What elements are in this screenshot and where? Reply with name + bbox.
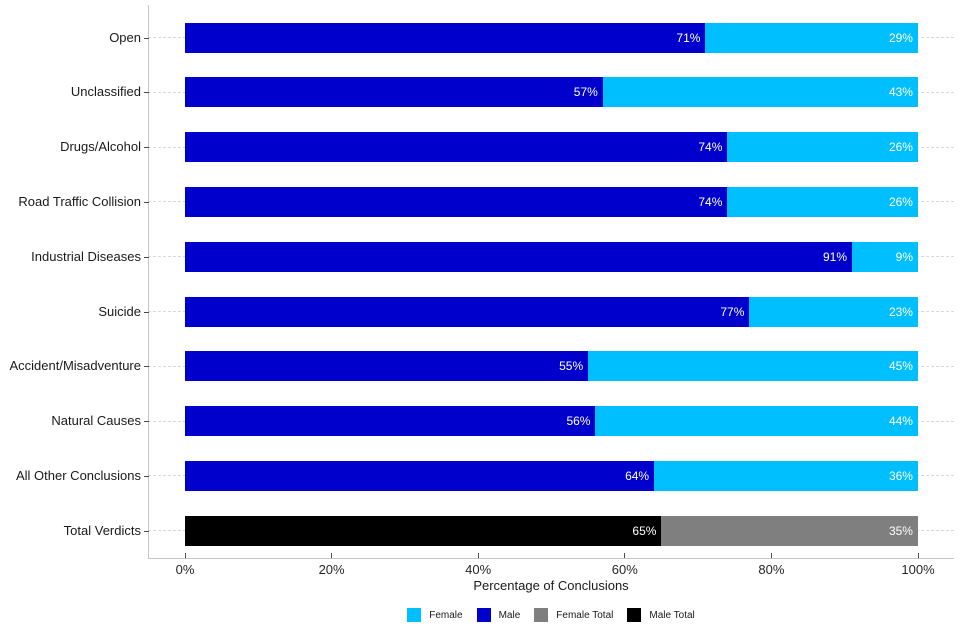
female-value-label: 43% <box>888 85 913 100</box>
legend-label: Male <box>498 609 521 621</box>
female-segment: 26% <box>727 132 918 163</box>
y-tick <box>144 530 149 532</box>
bar-row: 74% 26% <box>185 186 918 217</box>
x-tick <box>184 553 186 558</box>
x-tick-label: 60% <box>611 562 638 577</box>
bar-row: 91% 9% <box>185 241 918 272</box>
female-total-segment: 35% <box>661 515 918 546</box>
legend-item: Male <box>476 608 521 622</box>
y-tick <box>144 147 149 149</box>
female-segment: 29% <box>705 22 918 53</box>
bar-row: 55% 45% <box>185 351 918 382</box>
y-axis-line <box>148 5 149 558</box>
bar-row: 77% 23% <box>185 296 918 327</box>
legend-swatch-female-total <box>534 608 549 622</box>
male-value-label: 74% <box>698 194 723 209</box>
female-value-label: 36% <box>888 468 913 483</box>
male-total-segment: 65% <box>185 515 662 546</box>
male-value-label: 71% <box>676 30 701 45</box>
female-segment: 36% <box>654 460 918 491</box>
category-label: Accident/Misadventure <box>9 358 141 374</box>
male-segment: 64% <box>185 460 655 491</box>
y-tick <box>144 92 149 94</box>
x-tick-label: 0% <box>175 562 195 577</box>
x-tick-label: 100% <box>901 562 935 577</box>
legend-label: Female Total <box>556 609 614 621</box>
legend: Female Male Female Total Male Total <box>148 608 954 622</box>
x-tick-label: 20% <box>318 562 345 577</box>
category-label: Drugs/Alcohol <box>60 139 141 155</box>
x-tick-label: 80% <box>758 562 785 577</box>
x-tick <box>917 553 919 558</box>
female-value-label: 29% <box>888 30 913 45</box>
male-segment: 77% <box>185 296 750 327</box>
y-tick <box>144 475 149 477</box>
bar-row: 71% 29% <box>185 22 918 53</box>
female-segment: 45% <box>588 351 918 382</box>
x-tick-label: 40% <box>465 562 492 577</box>
female-segment: 23% <box>749 296 918 327</box>
female-value-label: 26% <box>888 194 913 209</box>
category-label: Unclassified <box>70 84 141 100</box>
bar-row: 57% 43% <box>185 77 918 108</box>
y-tick <box>144 366 149 368</box>
female-segment: 44% <box>595 406 918 437</box>
x-tick <box>770 553 772 558</box>
legend-item: Female Total <box>534 608 613 622</box>
female-value-label: 44% <box>888 414 913 429</box>
category-label: Total Verdicts <box>63 522 141 538</box>
male-value-label: 57% <box>573 85 598 100</box>
female-value-label: 45% <box>888 359 913 374</box>
female-value-label: 9% <box>895 249 913 264</box>
category-label: Road Traffic Collision <box>18 193 141 209</box>
legend-label: Male Total <box>649 609 695 621</box>
bar-row: 64% 36% <box>185 460 918 491</box>
male-value-label: 55% <box>559 359 584 374</box>
male-segment: 74% <box>185 186 728 217</box>
x-axis-line <box>148 558 954 559</box>
male-segment: 57% <box>185 77 603 108</box>
male-value-label: 56% <box>566 414 591 429</box>
male-value-label: 77% <box>720 304 745 319</box>
female-value-label: 23% <box>888 304 913 319</box>
y-tick <box>144 256 149 258</box>
x-axis-title: Percentage of Conclusions <box>473 578 629 593</box>
legend-item: Female <box>407 608 463 622</box>
legend-swatch-male <box>476 608 491 622</box>
category-label: Open <box>109 29 141 45</box>
bar-row: 65% 35% <box>185 515 918 546</box>
x-tick <box>331 553 333 558</box>
y-tick <box>144 421 149 423</box>
category-label: All Other Conclusions <box>16 467 141 483</box>
x-tick <box>477 553 479 558</box>
female-segment: 26% <box>727 186 918 217</box>
male-segment: 74% <box>185 132 728 163</box>
category-label: Suicide <box>98 303 141 319</box>
legend-swatch-female <box>407 608 422 622</box>
legend-swatch-male-total <box>627 608 642 622</box>
legend-item: Male Total <box>627 608 695 622</box>
male-value-label: 64% <box>625 468 650 483</box>
female-segment: 9% <box>852 241 918 272</box>
y-tick <box>144 311 149 313</box>
female-value-label: 26% <box>888 140 913 155</box>
y-tick <box>144 37 149 39</box>
category-label: Industrial Diseases <box>31 248 141 264</box>
male-segment: 71% <box>185 22 706 53</box>
male-value-label: 74% <box>698 140 723 155</box>
male-value-label: 65% <box>632 523 657 538</box>
bar-row: 56% 44% <box>185 406 918 437</box>
bar-row: 74% 26% <box>185 132 918 163</box>
x-tick <box>624 553 626 558</box>
male-segment: 91% <box>185 241 853 272</box>
female-segment: 43% <box>602 77 918 108</box>
male-segment: 55% <box>185 351 589 382</box>
male-segment: 56% <box>185 406 596 437</box>
y-tick <box>144 201 149 203</box>
male-value-label: 91% <box>822 249 848 264</box>
legend-label: Female <box>429 609 463 621</box>
female-value-label: 35% <box>888 523 913 538</box>
category-label: Natural Causes <box>51 413 141 429</box>
